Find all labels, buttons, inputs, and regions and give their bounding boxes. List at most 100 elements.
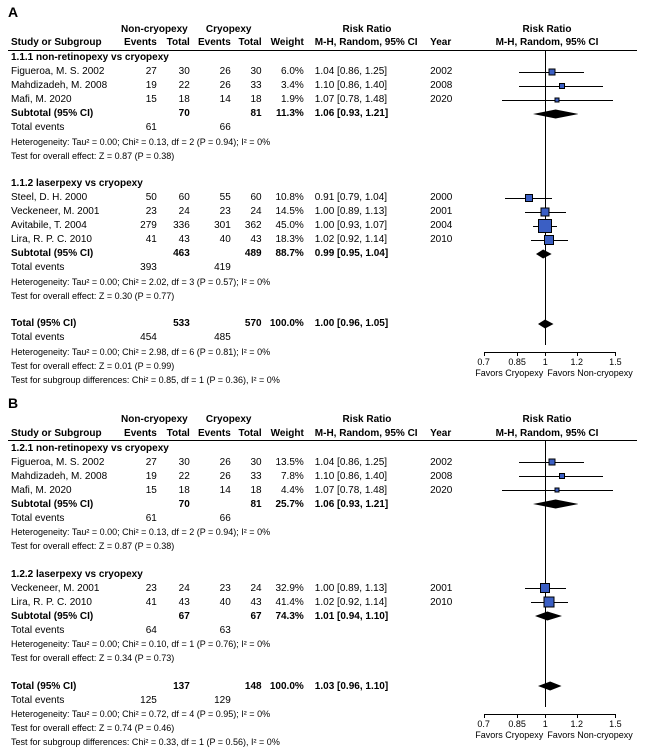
forest-blank xyxy=(457,539,637,553)
col-events2: Events xyxy=(193,36,234,50)
total-row: Total (95% CI)137148 100.0%1.03 [0.96, 1… xyxy=(8,679,637,693)
forest-blank xyxy=(457,623,637,637)
forest-blank xyxy=(457,441,637,455)
grand-totalevents: Total events454485 xyxy=(8,331,637,345)
het-text: Heterogeneity: Tau² = 0.00; Chi² = 0.10,… xyxy=(8,637,457,651)
subtotal-row: Subtotal (95% CI)463489 88.7%0.99 [0.95,… xyxy=(8,247,637,261)
subtotal-row: Subtotal (95% CI)7081 11.3%1.06 [0.93, 1… xyxy=(8,107,637,121)
subdiff: Test for subgroup differences: Chi² = 0.… xyxy=(8,735,457,749)
forest-table: Non-cryopexy Cryopexy Risk Ratio Risk Ra… xyxy=(8,413,637,750)
study-row: Veckeneer, M. 2001 2324 2324 32.9% 1.00 … xyxy=(8,581,637,595)
col-forest: M-H, Random, 95% CI xyxy=(457,36,637,50)
forest-blank xyxy=(457,637,637,651)
study-name: Steel, D. H. 2000 xyxy=(8,191,116,205)
panel-label: A xyxy=(8,4,637,20)
forest-marker xyxy=(457,233,637,247)
study-row: Steel, D. H. 2000 5060 5560 10.8% 0.91 [… xyxy=(8,191,637,205)
col-year: Year xyxy=(427,36,457,50)
forest-blank xyxy=(457,303,637,317)
col-total1: Total xyxy=(160,427,193,441)
forest-marker xyxy=(457,595,637,609)
study-name: Avitabile, T. 2004 xyxy=(8,219,116,233)
study-name: Lira, R. P. C. 2010 xyxy=(8,233,116,247)
study-name: Mafi, M. 2020 xyxy=(8,93,116,107)
forest-blank xyxy=(457,651,637,665)
forest-marker xyxy=(457,191,637,205)
subtotal-row: Subtotal (95% CI)7081 25.7%1.06 [0.93, 1… xyxy=(8,497,637,511)
panel-B: B Non-cryopexy Cryopexy Risk Ratio Risk … xyxy=(0,391,645,753)
col-rr: M-H, Random, 95% CI xyxy=(307,36,427,50)
col-study: Study or Subgroup xyxy=(8,427,116,441)
forest-marker xyxy=(457,469,637,483)
forest-blank xyxy=(457,511,637,525)
forest-diamond xyxy=(457,497,637,511)
forest-blank xyxy=(457,553,637,567)
totalevents-row: Total events6166 xyxy=(8,511,637,525)
study-row: Lira, R. P. C. 2010 4143 4043 41.4% 1.02… xyxy=(8,595,637,609)
forest-marker xyxy=(457,79,637,93)
group-c-header: Cryopexy xyxy=(193,22,265,36)
forest-blank xyxy=(457,289,637,303)
forest-title: Risk Ratio xyxy=(457,413,637,427)
col-total2: Total xyxy=(234,427,265,441)
grand-eff: Test for overall effect: Z = 0.01 (P = 0… xyxy=(8,359,457,373)
study-name: Figueroa, M. S. 2002 xyxy=(8,455,116,469)
subgroup-title: 1.1.1 non-retinopexy vs cryopexy xyxy=(8,50,457,65)
study-name: Mahdizadeh, M. 2008 xyxy=(8,79,116,93)
col-events1: Events xyxy=(116,427,160,441)
col-forest: M-H, Random, 95% CI xyxy=(457,427,637,441)
forest-diamond xyxy=(457,609,637,623)
totalevents-row: Total events6166 xyxy=(8,121,637,135)
group-nc-header: Non-cryopexy xyxy=(116,22,193,36)
eff-text: Test for overall effect: Z = 0.34 (P = 0… xyxy=(8,651,457,665)
forest-marker xyxy=(457,581,637,595)
subdiff: Test for subgroup differences: Chi² = 0.… xyxy=(8,373,457,387)
forest-blank xyxy=(457,693,637,707)
panel-A: A Non-cryopexy Cryopexy Risk Ratio Risk … xyxy=(0,0,645,391)
forest-blank xyxy=(457,567,637,581)
grand-het: Heterogeneity: Tau² = 0.00; Chi² = 2.98,… xyxy=(8,345,457,359)
study-name: Veckeneer, M. 2001 xyxy=(8,205,116,219)
forest-marker xyxy=(457,483,637,497)
group-nc-header: Non-cryopexy xyxy=(116,413,193,427)
study-name: Veckeneer, M. 2001 xyxy=(8,581,116,595)
study-row: Figueroa, M. S. 2002 2730 2630 6.0% 1.04… xyxy=(8,65,637,79)
study-name: Figueroa, M. S. 2002 xyxy=(8,65,116,79)
subgroup-title: 1.2.2 laserpexy vs cryopexy xyxy=(8,567,457,581)
forest-blank xyxy=(457,665,637,679)
grand-het: Heterogeneity: Tau² = 0.00; Chi² = 0.72,… xyxy=(8,707,457,721)
study-name: Mahdizadeh, M. 2008 xyxy=(8,469,116,483)
het-text: Heterogeneity: Tau² = 0.00; Chi² = 2.02,… xyxy=(8,275,457,289)
col-total1: Total xyxy=(160,36,193,50)
rr-title: Risk Ratio xyxy=(307,22,427,36)
study-row: Avitabile, T. 2004 279336 301362 45.0% 1… xyxy=(8,219,637,233)
col-study: Study or Subgroup xyxy=(8,36,116,50)
study-row: Lira, R. P. C. 2010 4143 4043 18.3% 1.02… xyxy=(8,233,637,247)
subgroup-title: 1.2.1 non-retinopexy vs cryopexy xyxy=(8,441,457,456)
col-year: Year xyxy=(427,427,457,441)
study-row: Mafi, M. 2020 1518 1418 4.4% 1.07 [0.78,… xyxy=(8,483,637,497)
forest-diamond xyxy=(457,317,637,331)
col-weight: Weight xyxy=(265,427,307,441)
study-row: Mahdizadeh, M. 2008 1922 2633 7.8% 1.10 … xyxy=(8,469,637,483)
forest-title: Risk Ratio xyxy=(457,22,637,36)
rr-title: Risk Ratio xyxy=(307,413,427,427)
study-name: Lira, R. P. C. 2010 xyxy=(8,595,116,609)
forest-marker xyxy=(457,205,637,219)
forest-diamond xyxy=(457,247,637,261)
group-c-header: Cryopexy xyxy=(193,413,265,427)
grand-eff: Test for overall effect: Z = 0.74 (P = 0… xyxy=(8,721,457,735)
totalevents-row: Total events393419 xyxy=(8,261,637,275)
total-row: Total (95% CI)533570 100.0%1.00 [0.96, 1… xyxy=(8,317,637,331)
subgroup-title: 1.1.2 laserpexy vs cryopexy xyxy=(8,177,457,191)
forest-blank xyxy=(457,163,637,177)
het-text: Heterogeneity: Tau² = 0.00; Chi² = 0.13,… xyxy=(8,525,457,539)
panel-label: B xyxy=(8,395,637,411)
subtotal-row: Subtotal (95% CI)6767 74.3%1.01 [0.94, 1… xyxy=(8,609,637,623)
study-row: Veckeneer, M. 2001 2324 2324 14.5% 1.00 … xyxy=(8,205,637,219)
forest-diamond xyxy=(457,107,637,121)
forest-blank xyxy=(457,177,637,191)
totalevents-row: Total events6463 xyxy=(8,623,637,637)
col-rr: M-H, Random, 95% CI xyxy=(307,427,427,441)
col-total2: Total xyxy=(234,36,265,50)
